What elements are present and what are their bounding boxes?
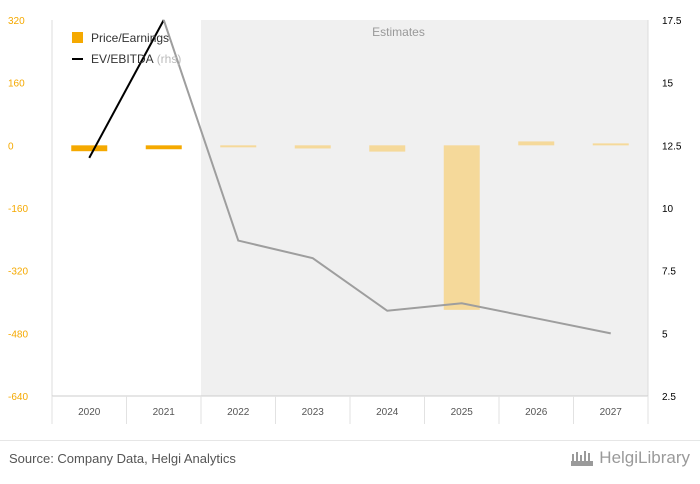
x-tick-label: 2020 [78, 407, 101, 418]
x-tick-label: 2023 [302, 407, 325, 418]
legend: Price/Earnings EV/EBITDA (rhs) [72, 27, 181, 69]
y-right-tick-label: 5 [662, 329, 668, 340]
x-tick-label: 2022 [227, 407, 250, 418]
y-left-tick-label: 0 [8, 141, 14, 152]
y-left-tick-label: -640 [8, 392, 28, 403]
brand-logo[interactable]: HelgiLibrary [569, 448, 690, 468]
y-right-tick-label: 15 [662, 79, 674, 90]
legend-item-price-earnings[interactable]: Price/Earnings [72, 27, 181, 48]
y-right-tick-label: 17.5 [662, 16, 682, 27]
legend-item-ev-ebitda[interactable]: EV/EBITDA (rhs) [72, 48, 181, 69]
x-tick-label: 2027 [600, 407, 623, 418]
footer: Source: Company Data, Helgi Analytics He… [0, 440, 700, 484]
brand-name: HelgiLibrary [599, 448, 690, 467]
x-tick-label: 2026 [525, 407, 548, 418]
bar-price-earnings [220, 145, 257, 148]
source-text: Source: Company Data, Helgi Analytics [9, 451, 236, 466]
y-right-tick-label: 10 [662, 204, 674, 215]
y-left-tick-label: -480 [8, 329, 28, 340]
x-tick-label: 2025 [451, 407, 474, 418]
y-left-tick-label: -320 [8, 267, 28, 278]
library-icon [571, 451, 594, 466]
legend-label-rhs: (rhs) [156, 51, 182, 66]
bar-price-earnings [369, 145, 406, 152]
chart-area: Estimates 320 160 0 -160 -320 -480 -640 17.5 15 12… [8, 16, 682, 424]
y-left-tick-label: -160 [8, 204, 28, 215]
legend-swatch-bar [72, 32, 83, 43]
bar-price-earnings [592, 143, 629, 146]
bar-price-earnings [145, 145, 182, 150]
legend-label-price-earnings: Price/Earnings [91, 30, 170, 45]
legend-swatch-line [72, 57, 83, 60]
y-right-tick-label: 7.5 [662, 267, 676, 278]
legend-label-ev-ebitda: EV/EBITDA [91, 51, 154, 66]
bar-price-earnings [294, 145, 331, 149]
line-ev-ebitda-estimate [162, 19, 611, 335]
bar-price-earnings [443, 145, 480, 310]
bar-price-earnings [518, 141, 555, 146]
estimates-band [201, 20, 648, 396]
chart-svg: Estimates 320 160 0 -160 -320 -480 -640 17.5 15 12… [8, 16, 682, 424]
x-tick-label: 2024 [376, 407, 399, 418]
bar-price-earnings [71, 145, 108, 152]
y-right-tick-label: 2.5 [662, 392, 676, 403]
y-right-tick-label: 12.5 [662, 141, 682, 152]
estimates-label: Estimates [372, 25, 425, 39]
y-left-tick-label: 320 [8, 16, 25, 27]
x-tick-label: 2021 [153, 407, 176, 418]
line-ev-ebitda-actual [88, 19, 165, 159]
y-left-tick-label: 160 [8, 79, 25, 90]
